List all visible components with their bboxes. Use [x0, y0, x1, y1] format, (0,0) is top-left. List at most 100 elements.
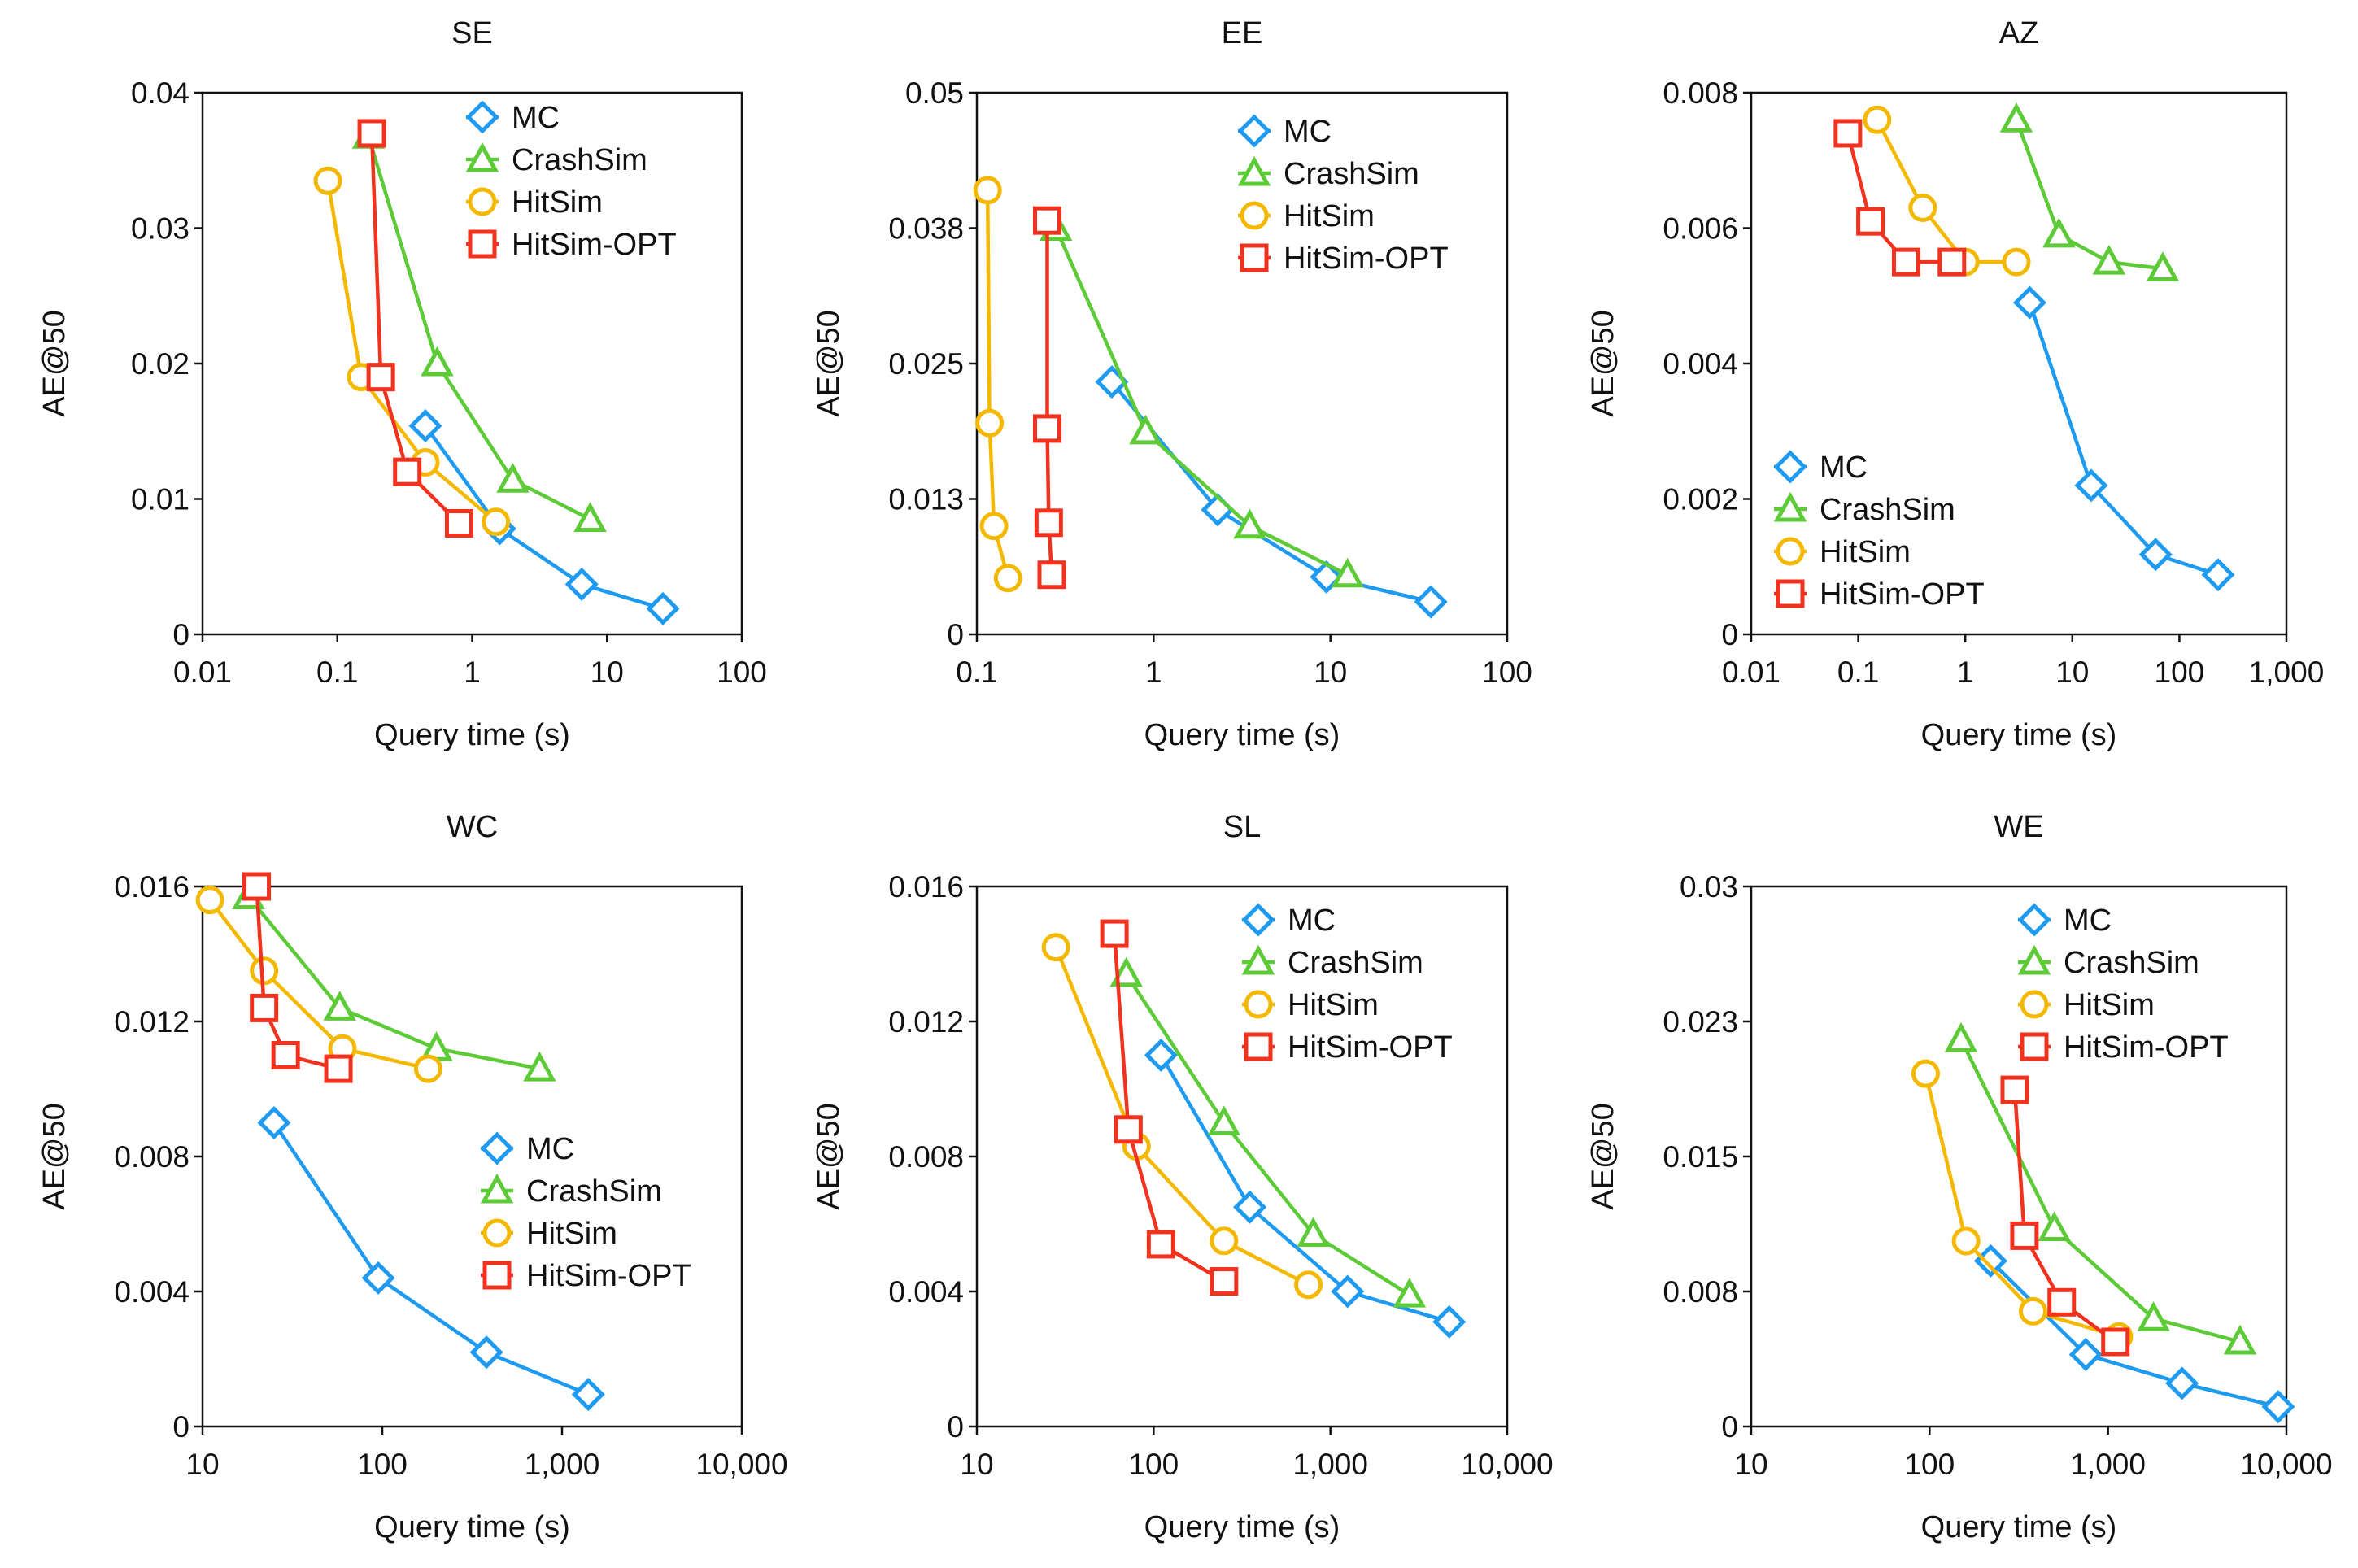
x-tick-label: 1 — [1957, 656, 1974, 689]
data-point-hitsim — [313, 166, 342, 195]
series-line-hitsim — [1875, 119, 2016, 264]
legend: MC CrashSim HitSim HitSim-OPT — [1237, 114, 1449, 276]
y-tick-label: 0.03 — [131, 212, 190, 246]
series-line-hitsim-opt — [2012, 1089, 2117, 1344]
y-tick-label: 0 — [1721, 1410, 1738, 1444]
x-axis-label: Query time (s) — [374, 718, 570, 752]
y-axis-label: AE@50 — [37, 310, 72, 417]
chart-title: EE — [1222, 16, 1263, 50]
series-line-hitsim — [1924, 1073, 2120, 1339]
x-tick-label: 0.1 — [316, 656, 358, 689]
x-tick-label: 10,000 — [695, 1448, 787, 1481]
series-line-crashsim — [2014, 119, 2164, 271]
series-line-crashsim — [1054, 227, 1349, 577]
data-point-hitsim — [1210, 1226, 1239, 1256]
data-point-hitsim-opt — [324, 1054, 353, 1083]
x-tick-label: 100 — [1128, 1448, 1179, 1481]
series-line-mc — [2028, 302, 2219, 577]
legend-label-hitsim-opt: HitSim-OPT — [1820, 577, 1985, 612]
data-point-hitsim — [195, 886, 224, 915]
x-tick-label: 0.01 — [173, 656, 232, 689]
data-point-hitsim-opt — [1146, 1230, 1175, 1259]
data-point-crashsim — [2137, 1301, 2170, 1331]
data-point-hitsim-opt — [242, 872, 272, 901]
x-tick-label: 0.01 — [1722, 656, 1780, 689]
y-tick-label: 0.01 — [131, 483, 190, 516]
data-point-hitsim-opt — [2010, 1221, 2039, 1250]
data-point-hitsim — [975, 408, 1005, 438]
y-tick-label: 0.016 — [888, 870, 964, 904]
chart-panel-sl: SL 0 0.004 0.008 0.012 0.016 10 100 1,000 10,000 Q… — [812, 810, 1554, 1544]
legend: MC CrashSim HitSim HitSim-OPT — [480, 1131, 691, 1293]
y-tick-label: 0.016 — [114, 870, 190, 904]
y-tick-label: 0.002 — [1663, 483, 1738, 516]
x-tick-label: 10 — [1734, 1448, 1767, 1481]
data-point-crashsim — [496, 463, 530, 493]
x-tick-label: 100 — [1482, 656, 1532, 689]
series-crashsim — [1999, 102, 2180, 281]
x-tick-label: 10,000 — [2240, 1448, 2332, 1481]
x-tick-label: 1 — [1145, 656, 1162, 689]
legend-marker-crashsim — [465, 142, 499, 172]
chart-panel-wc: WC 0 0.004 0.008 0.012 0.016 10 100 1,000 10,000 Q… — [37, 810, 788, 1544]
data-point-hitsim-opt — [1833, 119, 1863, 148]
data-point-mc — [2074, 468, 2108, 503]
data-point-hitsim — [482, 507, 511, 537]
data-point-hitsim — [413, 1054, 442, 1083]
y-tick-label: 0.012 — [888, 1005, 964, 1039]
legend-marker-hitsim — [1776, 537, 1805, 566]
legend-marker-mc — [1237, 114, 1271, 148]
series-line-hitsim-opt — [255, 886, 339, 1071]
chart-title: SE — [451, 16, 493, 50]
data-point-hitsim-opt — [1037, 560, 1066, 590]
data-point-hitsim-opt — [393, 457, 422, 486]
data-point-crashsim — [573, 502, 607, 532]
legend-label-mc: MC — [526, 1132, 574, 1166]
y-tick-label: 0.008 — [1663, 1275, 1738, 1309]
series-hitsim — [1041, 933, 1323, 1300]
chart-panel-se: SE 0 0.01 0.02 0.03 0.04 0.01 0.1 1 10 100 Query ti… — [37, 16, 767, 752]
legend-marker-hitsim — [2020, 990, 2049, 1019]
x-tick-label: 1,000 — [2249, 656, 2325, 689]
y-tick-label: 0 — [172, 618, 190, 651]
data-point-mc — [2068, 1337, 2103, 1372]
series-hitsim — [195, 886, 442, 1083]
legend-label-hitsim: HitSim — [512, 185, 603, 220]
y-tick-label: 0.02 — [131, 347, 190, 381]
chart-panel-we: WE 0 0.008 0.015 0.023 0.03 10 100 1,000 10,000 Qu… — [1586, 810, 2333, 1544]
y-axis-label: AE@50 — [1586, 310, 1620, 417]
legend-label-hitsim-opt: HitSim-OPT — [2064, 1030, 2229, 1065]
data-point-hitsim-opt — [366, 363, 395, 392]
data-point-crashsim — [523, 1051, 556, 1082]
series-hitsim — [1863, 105, 2031, 277]
chart-title: WC — [447, 810, 498, 844]
x-axis-label: Query time (s) — [1921, 1510, 2117, 1544]
data-point-hitsim — [1911, 1059, 1940, 1088]
x-axis-label: Query time (s) — [374, 1510, 570, 1544]
legend-label-crashsim: CrashSim — [1820, 493, 1955, 527]
legend-marker-mc — [1241, 903, 1275, 937]
legend: MC CrashSim HitSim HitSim-OPT — [2017, 903, 2229, 1065]
data-point-hitsim-opt — [1032, 414, 1061, 443]
data-point-crashsim — [2092, 244, 2126, 275]
y-tick-label: 0.05 — [905, 76, 964, 110]
x-tick-label: 100 — [2155, 656, 2205, 689]
data-point-mc — [2201, 558, 2235, 592]
data-point-mc — [1432, 1304, 1467, 1339]
y-tick-label: 0 — [947, 1410, 964, 1444]
y-tick-label: 0.04 — [131, 76, 190, 110]
legend-marker-hitsim-opt — [1244, 1032, 1273, 1061]
series-hitsim-opt — [2000, 1075, 2130, 1357]
y-axis-label: AE@50 — [37, 1103, 72, 1210]
x-tick-label: 10,000 — [1461, 1448, 1553, 1481]
legend-label-hitsim-opt: HitSim-OPT — [1288, 1030, 1453, 1065]
legend-label-hitsim: HitSim — [1288, 988, 1379, 1022]
legend-marker-hitsim-opt — [2020, 1032, 2049, 1061]
legend-marker-mc — [2017, 903, 2051, 937]
series-line-hitsim — [1054, 946, 1310, 1287]
series-line-hitsim-opt — [1112, 933, 1225, 1283]
series-hitsim-opt — [1833, 119, 1967, 277]
chart-title: AZ — [1999, 16, 2039, 50]
legend-marker-hitsim — [1240, 201, 1269, 230]
y-tick-label: 0.006 — [1663, 212, 1738, 246]
